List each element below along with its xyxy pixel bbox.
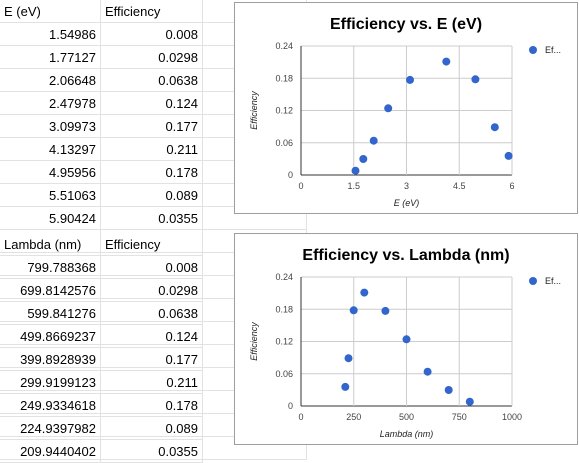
lambda-table-cell[interactable]: 0.0638 (101, 302, 203, 325)
lambda-table-cell[interactable]: 209.9440402 (0, 440, 101, 463)
data-point (402, 335, 411, 344)
lambda-table-cell[interactable]: 0.211 (101, 371, 203, 394)
lambda-table-cell[interactable]: 0.178 (101, 394, 203, 417)
legend-marker (529, 46, 537, 54)
x-tick-label: 750 (452, 412, 467, 422)
energy-table-cell[interactable]: 4.13297 (0, 138, 101, 161)
data-point (490, 123, 499, 132)
energy-table-cell[interactable]: 0.0298 (101, 46, 203, 69)
chart-svg-lambda: Efficiency vs. Lambda (nm) 0 0.06 0.12 0.18 0… (249, 247, 561, 439)
y-tick-label: 0.12 (275, 337, 293, 347)
energy-table-header-cell[interactable]: Efficiency (101, 0, 203, 23)
x-tick-label: 0 (298, 412, 303, 422)
chart-title: Efficiency vs. E (eV) (330, 16, 482, 33)
chart-efficiency-vs-lambda[interactable]: Efficiency vs. Lambda (nm) 0 0.06 0.12 0.18 0… (234, 233, 578, 445)
empty-cell[interactable] (203, 207, 307, 230)
chart-title: Efficiency vs. Lambda (nm) (302, 247, 509, 264)
lambda-table-cell[interactable]: 224.9397982 (0, 417, 101, 440)
lambda-table-cell[interactable]: 599.841276 (0, 302, 101, 325)
data-point (381, 306, 390, 315)
data-point (349, 306, 358, 315)
data-point (504, 151, 513, 160)
y-tick-label: 0.24 (275, 272, 293, 282)
data-point (384, 104, 393, 113)
data-point (465, 397, 474, 406)
data-point (442, 57, 451, 66)
x-axis-label: Lambda (nm) (380, 429, 434, 439)
chart-svg-energy: Efficiency vs. E (eV) 0 0.06 0.12 0.18 0.24 0 1… (249, 16, 561, 208)
energy-table-cell[interactable]: 4.95956 (0, 161, 101, 184)
data-point (359, 155, 368, 163)
y-tick-label: 0.06 (275, 369, 293, 379)
y-tick-label: 0.06 (275, 138, 293, 148)
lambda-table-cell[interactable]: 0.0298 (101, 279, 203, 302)
energy-table-cell[interactable]: 0.089 (101, 184, 203, 207)
y-axis-label: Efficiency (249, 322, 259, 361)
x-tick-label: 4.5 (453, 181, 466, 191)
energy-table-cell[interactable]: 0.124 (101, 92, 203, 115)
x-tick-label: 250 (346, 412, 361, 422)
y-axis-label: Efficiency (249, 91, 259, 130)
legend-marker (529, 277, 537, 285)
energy-table-cell[interactable]: 0.008 (101, 23, 203, 46)
energy-table-cell[interactable]: 0.211 (101, 138, 203, 161)
data-point (344, 354, 353, 363)
y-tick-label: 0.18 (275, 73, 293, 83)
lambda-table-cell[interactable]: 499.8669237 (0, 325, 101, 348)
energy-table-cell[interactable]: 2.06648 (0, 69, 101, 92)
data-point (406, 75, 414, 84)
energy-table-cell[interactable]: 2.47978 (0, 92, 101, 115)
lambda-table-cell[interactable]: 0.0355 (101, 440, 203, 463)
energy-table-cell[interactable]: 1.77127 (0, 46, 101, 69)
y-tick-label: 0.18 (275, 304, 293, 314)
energy-table-cell[interactable]: 5.51063 (0, 184, 101, 207)
lambda-table-cell[interactable]: 699.8142576 (0, 279, 101, 302)
data-point (341, 382, 350, 391)
y-tick-label: 0.24 (275, 41, 293, 51)
x-tick-label: 3 (404, 181, 409, 191)
energy-table-cell[interactable]: 5.90424 (0, 207, 101, 230)
data-point (423, 367, 432, 376)
energy-table-cell[interactable]: 0.0638 (101, 69, 203, 92)
lambda-table-header-cell[interactable]: Efficiency (101, 233, 203, 256)
lambda-table-cell[interactable]: 0.177 (101, 348, 203, 371)
legend-label: Ef... (545, 276, 561, 286)
data-point (369, 136, 378, 145)
energy-table-cell[interactable]: 0.178 (101, 161, 203, 184)
y-tick-label: 0 (288, 170, 293, 180)
x-tick-label: 1000 (502, 412, 522, 422)
lambda-table-cell[interactable]: 299.9199123 (0, 371, 101, 394)
lambda-table-cell[interactable]: 0.008 (101, 256, 203, 279)
lambda-table-header-cell[interactable]: Lambda (nm) (0, 233, 101, 256)
legend-label: Ef... (545, 45, 561, 55)
x-tick-label: 500 (399, 412, 414, 422)
energy-table-cell[interactable]: 1.54986 (0, 23, 101, 46)
lambda-table-cell[interactable]: 249.9334618 (0, 394, 101, 417)
data-point (471, 75, 480, 84)
energy-table-cell[interactable]: 0.177 (101, 115, 203, 138)
data-point (360, 288, 369, 297)
energy-table-header-cell[interactable]: E (eV) (0, 0, 101, 23)
data-point (351, 166, 360, 175)
y-tick-label: 0 (288, 401, 293, 411)
y-tick-label: 0.12 (275, 106, 293, 116)
energy-table-cell[interactable]: 3.09973 (0, 115, 101, 138)
data-point (444, 386, 453, 394)
lambda-table-cell[interactable]: 399.8928939 (0, 348, 101, 371)
x-tick-label: 1.5 (347, 181, 360, 191)
chart-efficiency-vs-energy[interactable]: Efficiency vs. E (eV) 0 0.06 0.12 0.18 0.24 0 1… (234, 2, 578, 214)
energy-table-cell[interactable]: 0.0355 (101, 207, 203, 230)
x-tick-label: 0 (298, 181, 303, 191)
lambda-table-cell[interactable]: 0.089 (101, 417, 203, 440)
x-axis-label: E (eV) (394, 198, 420, 208)
lambda-table-cell[interactable]: 0.124 (101, 325, 203, 348)
x-tick-label: 6 (509, 181, 514, 191)
lambda-table-cell[interactable]: 799.788368 (0, 256, 101, 279)
